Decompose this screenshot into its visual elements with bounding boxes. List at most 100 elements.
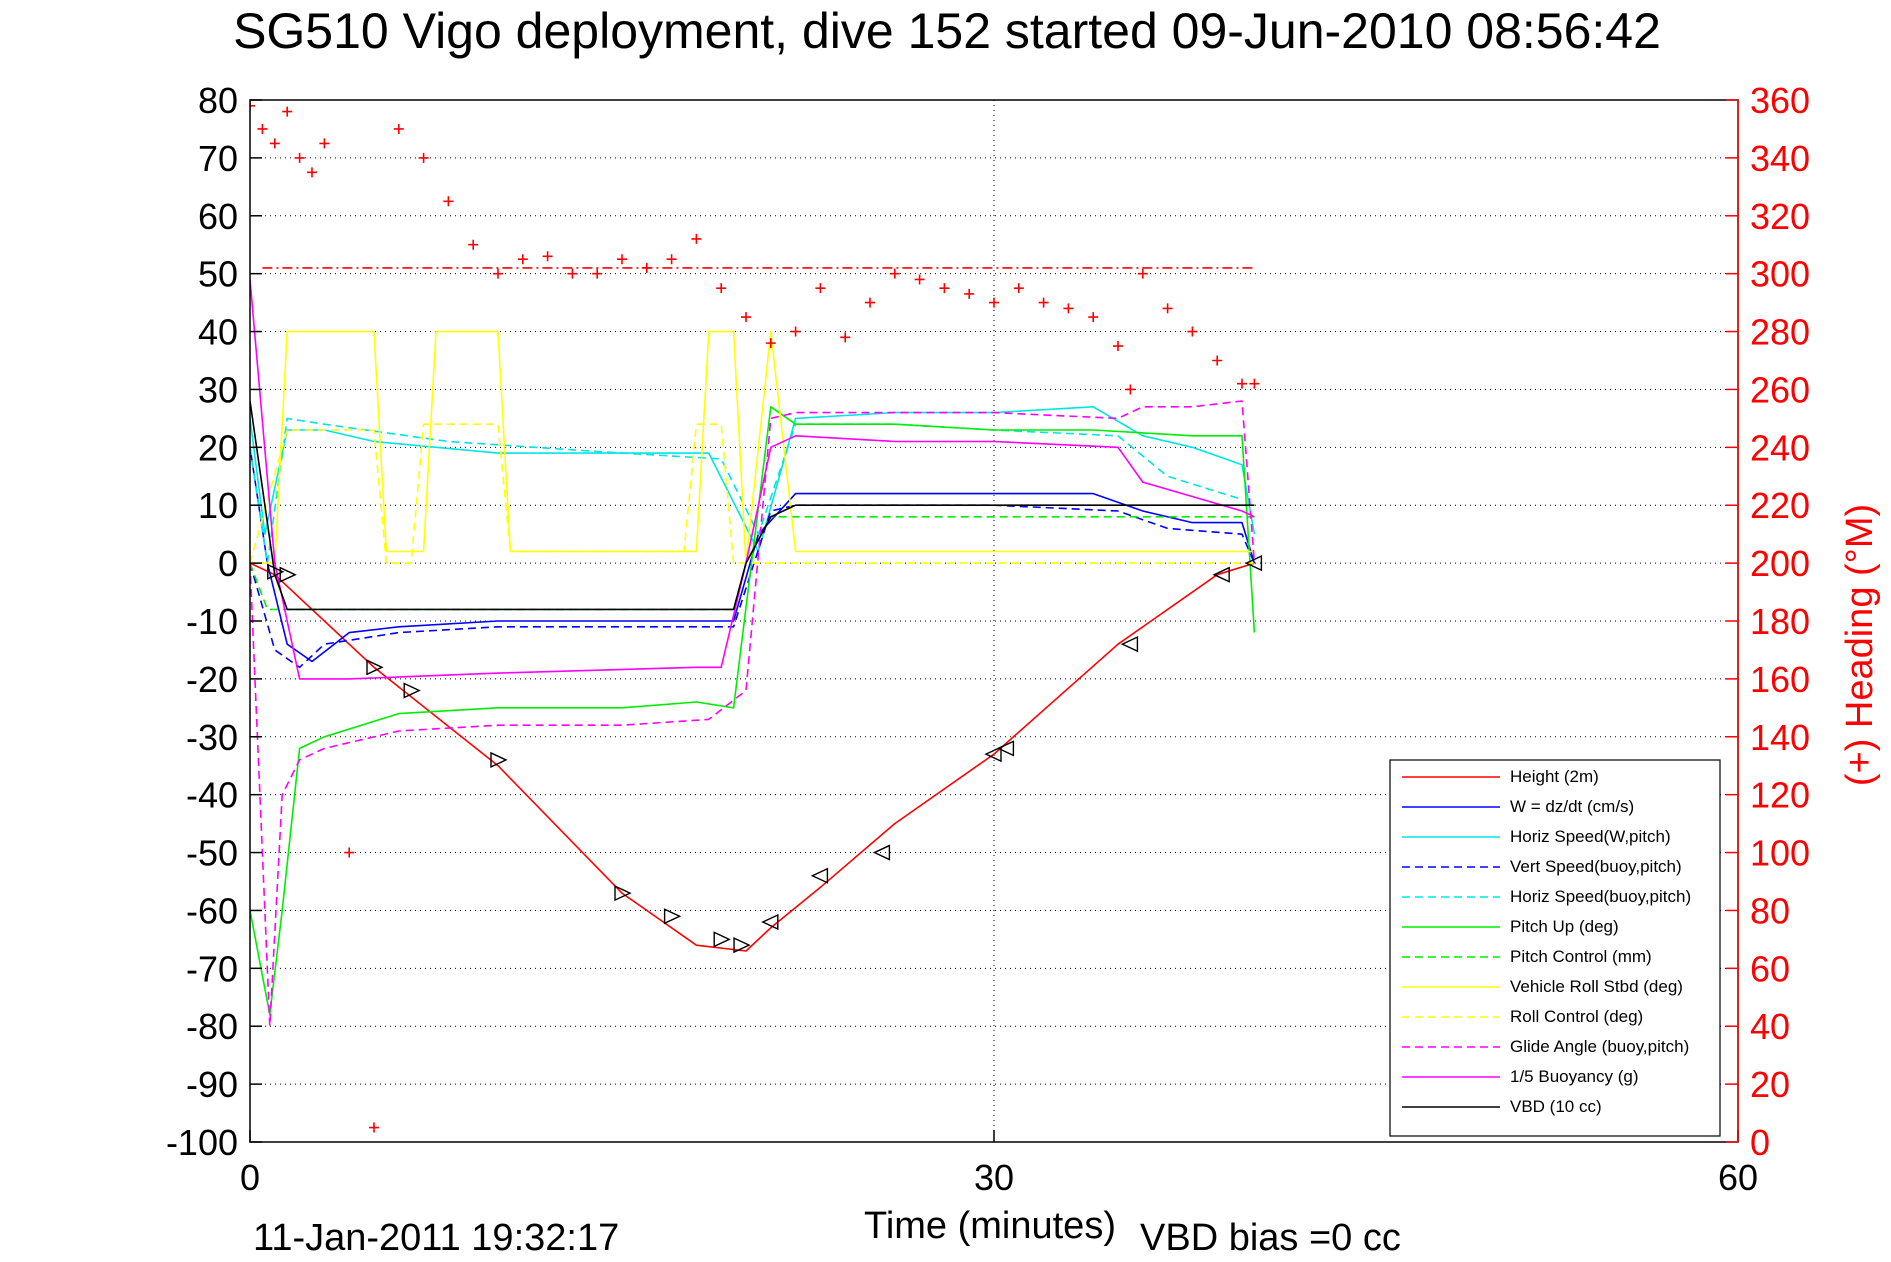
dive-marker-triangle — [403, 682, 421, 699]
heading-point — [1013, 283, 1024, 294]
y-tick-label: -50 — [186, 833, 238, 874]
legend-label: Horiz Speed(buoy,pitch) — [1510, 887, 1691, 906]
y2-tick-label: 340 — [1750, 138, 1810, 179]
dive-marker-triangle — [267, 563, 285, 580]
heading-point — [1088, 312, 1099, 323]
legend-box — [1389, 759, 1721, 1137]
legend-label: Glide Angle (buoy,pitch) — [1510, 1037, 1689, 1056]
x-tick-label: 30 — [974, 1157, 1014, 1198]
dive-marker-triangle — [996, 740, 1015, 757]
dive-marker-triangle — [366, 659, 384, 676]
heading-point — [939, 283, 950, 294]
legend: Height (2m) W = dz/dt (cm/s) Horiz Speed(W… — [1389, 759, 1721, 1137]
y-tick-label: -20 — [186, 659, 238, 700]
y-tick-label: 20 — [198, 427, 238, 468]
series-pitch-up-deg — [250, 406, 1256, 1016]
dive-marker-triangle — [761, 913, 779, 931]
series-height-2m — [250, 562, 1255, 952]
series-vbd-10-cc — [250, 400, 1255, 611]
legend-label: Horiz Speed(W,pitch) — [1510, 827, 1671, 846]
y2-tick-label: 60 — [1750, 948, 1790, 989]
y2-tick-label: 40 — [1750, 1006, 1790, 1047]
legend-label: Roll Control (deg) — [1510, 1007, 1643, 1026]
legend-label: Height (2m) — [1510, 767, 1599, 786]
dive-marker-triangle — [872, 844, 891, 861]
y-tick-label: -40 — [186, 775, 238, 816]
heading-point — [369, 1122, 379, 1133]
y2-tick-label: 240 — [1750, 427, 1810, 468]
heading-point — [592, 268, 603, 279]
heading-point — [691, 233, 702, 244]
heading-point — [666, 254, 677, 265]
heading-point — [418, 152, 429, 163]
y2-tick-label: 120 — [1750, 775, 1810, 816]
legend-label: 1/5 Buoyancy (g) — [1510, 1067, 1639, 1086]
y-tick-label: 60 — [198, 196, 238, 237]
legend-label: Pitch Up (deg) — [1510, 917, 1619, 936]
heading-point — [1237, 378, 1247, 389]
y2-tick-label: 280 — [1750, 312, 1810, 353]
series-heading-m — [250, 100, 1260, 1133]
legend-label: Pitch Control (mm) — [1510, 947, 1652, 966]
x-tick-label: 0 — [240, 1157, 260, 1198]
heading-point — [1038, 297, 1049, 308]
y2-tick-label: 20 — [1750, 1064, 1790, 1105]
y-tick-label: 70 — [198, 138, 238, 179]
heading-point — [1113, 341, 1123, 352]
series-roll-control-deg — [250, 423, 1255, 564]
y2-tick-label: 320 — [1750, 196, 1810, 237]
vbd-bias-note: VBD bias =0 cc — [1140, 1217, 1401, 1259]
heading-point — [1063, 303, 1074, 314]
heading-point — [1212, 355, 1223, 366]
y2-tick-label: 0 — [1750, 1122, 1770, 1163]
x-tick-label: 60 — [1718, 1157, 1758, 1198]
y2-tick-label: 360 — [1750, 80, 1810, 121]
heading-point — [1187, 326, 1198, 337]
dive-marker-triangle — [279, 566, 297, 583]
heading-point — [517, 254, 528, 265]
dive-marker-triangle — [984, 746, 1002, 763]
y-tick-label: -60 — [186, 890, 238, 931]
y-tick-label: 40 — [198, 312, 238, 353]
heading-point — [567, 268, 578, 279]
heading-point — [1125, 384, 1136, 395]
y-tick-label: -100 — [166, 1122, 238, 1163]
heading-point — [269, 138, 280, 149]
heading-point — [468, 239, 479, 250]
y2-tick-label: 160 — [1750, 659, 1810, 700]
dive-marker-triangle — [1120, 636, 1139, 653]
y-tick-label: -70 — [186, 948, 238, 989]
dive-marker-triangle — [614, 884, 632, 902]
heading-point — [294, 152, 305, 163]
dive-marker-triangle — [733, 937, 751, 954]
heading-point — [741, 312, 751, 323]
axis-ticks: 80 70 60 50 40 30 20 10 0 -10 -20 -30 -40 -50 -60 -70 -8… — [166, 80, 1758, 1198]
y2-tick-label: 100 — [1750, 833, 1810, 874]
heading-point — [989, 297, 999, 308]
y2-tick-label: 80 — [1750, 890, 1790, 931]
heading-point — [1162, 303, 1173, 314]
series-horiz-speed-w-pitch — [250, 406, 1256, 553]
y-tick-label: 0 — [218, 543, 238, 584]
heading-point — [790, 326, 801, 337]
heading-point — [765, 338, 776, 349]
heading-point — [1137, 268, 1148, 279]
heading-point — [914, 274, 925, 285]
y2-tick-label: 220 — [1750, 485, 1810, 526]
x-axis-label: Time (minutes) — [864, 1205, 1116, 1247]
heading-point — [865, 297, 875, 308]
y-tick-label: -10 — [186, 601, 238, 642]
right-axis-label: (+) Heading (°M) — [1839, 504, 1881, 786]
dive-marker-triangle — [1212, 566, 1230, 583]
y2-tick-label: 180 — [1750, 601, 1810, 642]
heading-point — [319, 138, 330, 149]
y-tick-label: 10 — [198, 485, 238, 526]
series-glide-angle-buoy-pitch — [250, 400, 1256, 1027]
heading-point — [542, 251, 553, 262]
series-1-5-buoyancy-g — [250, 279, 1255, 680]
y-tick-label: 30 — [198, 369, 238, 410]
chart-title: SG510 Vigo deployment, dive 152 started … — [233, 3, 1661, 59]
y2-tick-label: 140 — [1750, 717, 1810, 758]
legend-label: Vehicle Roll Stbd (deg) — [1510, 977, 1683, 996]
